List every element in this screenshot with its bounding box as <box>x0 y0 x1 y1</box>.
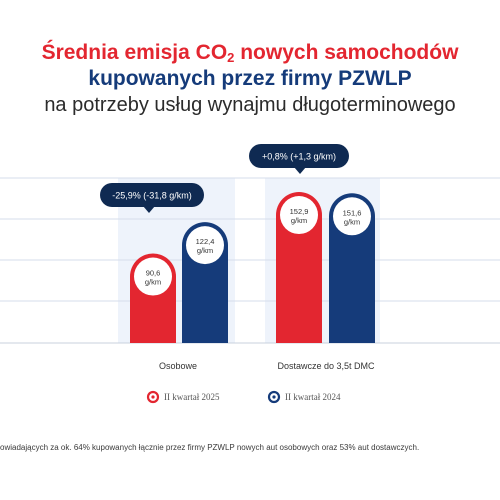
legend-marker-dot-1 <box>151 395 155 399</box>
data-label-s1-c2: 152,9 <box>290 207 309 216</box>
legend-label-1: II kwartał 2025 <box>164 392 220 402</box>
legend-marker-dot-2 <box>272 395 276 399</box>
legend-label-2: II kwartał 2024 <box>285 392 341 402</box>
data-label-s2-c2: 151,6 <box>343 208 362 217</box>
title-line-2: kupowanych przez firmy PZWLP <box>88 67 412 90</box>
data-unit-s2-c1: g/km <box>197 246 213 255</box>
value-bubble-s2-c1 <box>186 226 224 265</box>
legend-marker-2 <box>267 390 281 404</box>
data-label-s1-c1: 90,6 <box>146 269 161 278</box>
callout-pointer-2 <box>294 167 306 174</box>
change-callout-1 <box>100 183 204 207</box>
change-label-2: +0,8% (+1,3 g/km) <box>262 152 336 162</box>
chart-title: Średnia emisja CO2 nowych samochodów kup… <box>0 40 500 118</box>
data-unit-s1-c1: g/km <box>145 278 161 287</box>
callout-pointer-1 <box>143 206 155 213</box>
change-label-1: -25,9% (-31,8 g/km) <box>112 191 192 201</box>
legend-marker-1 <box>146 390 160 404</box>
footnote: owiadających za ok. 64% kupowanych łączn… <box>0 443 420 452</box>
title-line-3: na potrzeby usług wynajmu długoterminowe… <box>44 94 456 116</box>
value-bubble-s2-c2 <box>333 197 371 236</box>
value-bubble-s1-c1 <box>134 257 172 296</box>
category-label-1: Osobowe <box>159 361 197 371</box>
data-unit-s1-c2: g/km <box>291 216 307 225</box>
value-bubble-s1-c2 <box>280 196 318 235</box>
data-unit-s2-c2: g/km <box>344 217 360 226</box>
title-line-1: Średnia emisja CO2 nowych samochodów <box>41 41 459 65</box>
change-callout-2 <box>249 144 349 168</box>
data-label-s2-c1: 122,4 <box>196 237 215 246</box>
category-label-2: Dostawcze do 3,5t DMC <box>277 361 375 371</box>
